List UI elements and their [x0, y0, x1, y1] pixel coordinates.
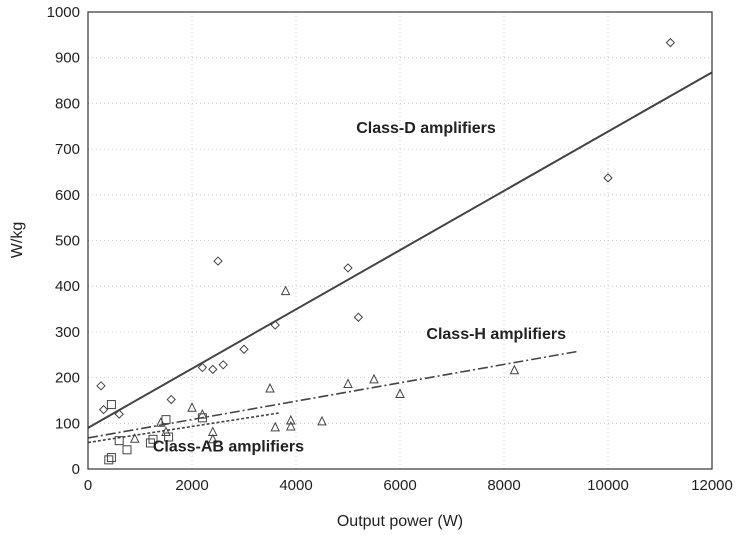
fit-line	[87, 71, 713, 429]
data-point	[114, 409, 124, 419]
data-point	[122, 445, 132, 455]
data-point	[213, 256, 223, 266]
data-point	[509, 364, 520, 375]
tick-labels: 0 2000 4000 6000 8000 10000 12000 0 100 200 300 400…	[47, 4, 733, 494]
data-point	[166, 394, 176, 405]
data-point	[148, 434, 158, 444]
fit-line	[87, 411, 281, 444]
data-point	[197, 413, 207, 423]
data-point	[164, 432, 174, 442]
data-point	[280, 285, 291, 296]
y-tick-label: 0	[72, 461, 80, 478]
data-point	[369, 373, 379, 384]
data-point	[129, 433, 140, 443]
data-point	[343, 263, 353, 273]
grid	[88, 12, 712, 469]
x-tick-label: 4000	[279, 477, 312, 494]
x-tick-label: 8000	[487, 477, 520, 494]
y-tick-label: 900	[55, 50, 80, 67]
data-point	[114, 436, 124, 446]
fit-lines	[87, 71, 713, 444]
data-point	[353, 312, 364, 322]
data-point	[218, 360, 228, 370]
data-point	[395, 388, 405, 399]
x-tick-label: 10000	[587, 477, 629, 494]
fit-line	[87, 350, 577, 439]
y-tick-label: 800	[55, 95, 80, 112]
y-tick-label: 100	[55, 415, 80, 432]
data-point	[270, 320, 280, 330]
y-tick-label: 200	[55, 370, 80, 387]
data-point	[98, 404, 109, 415]
x-axis-title: Output power (W)	[337, 513, 463, 530]
data-point	[96, 381, 106, 391]
data-point	[208, 364, 218, 375]
series-annotation: Class-H amplifiers	[426, 326, 566, 343]
data-point	[285, 420, 296, 431]
data-point	[285, 414, 296, 425]
data-point	[161, 415, 171, 425]
data-point	[187, 402, 197, 412]
data-point	[106, 400, 116, 410]
y-tick-label: 600	[55, 187, 80, 204]
y-axis-title: W/kg	[9, 222, 26, 258]
data-point	[161, 426, 171, 436]
data-point	[207, 433, 218, 444]
y-tick-label: 500	[55, 233, 80, 250]
data-point	[197, 362, 208, 373]
y-tick-label: 700	[55, 141, 80, 158]
data-point	[155, 417, 166, 427]
data-point	[343, 378, 353, 388]
series-annotations: Class-D amplifiers Class-H amplifiers Clas…	[153, 120, 566, 456]
plot-frame	[87, 11, 713, 470]
x-tick-label: 12000	[691, 477, 733, 494]
data-point	[239, 344, 249, 354]
data-point	[603, 173, 613, 183]
data-point	[265, 382, 275, 393]
series-annotation: Class-AB amplifiers	[153, 439, 304, 456]
series-annotation: Class-D amplifiers	[356, 120, 496, 137]
data-point	[317, 415, 327, 426]
x-tick-label: 0	[84, 477, 92, 494]
data-point	[106, 453, 116, 463]
y-tick-label: 400	[55, 278, 80, 295]
y-tick-label: 300	[55, 324, 80, 341]
data-point	[104, 455, 114, 465]
y-tick-label: 1000	[47, 4, 80, 21]
data-point	[665, 37, 676, 48]
x-tick-label: 2000	[175, 477, 208, 494]
data-point	[270, 421, 281, 432]
data-points	[96, 37, 676, 465]
x-tick-label: 6000	[383, 477, 416, 494]
